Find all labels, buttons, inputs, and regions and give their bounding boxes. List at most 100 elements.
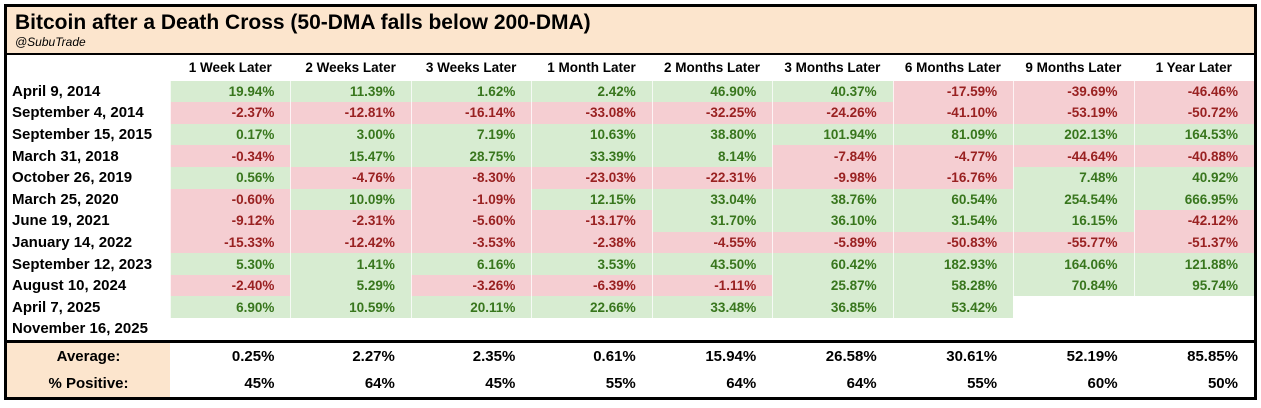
row-date-label: September 12, 2023 <box>7 253 170 275</box>
column-header: 9 Months Later <box>1025 60 1122 76</box>
value-cell: -12.81% <box>290 102 411 124</box>
pct-positive-value: 55% <box>892 369 1014 397</box>
value-cell: 33.48% <box>651 296 773 319</box>
value-cell: -50.83% <box>892 231 1014 254</box>
value-cell: 10.09% <box>290 188 411 211</box>
value-cell: 95.74% <box>1133 274 1254 297</box>
value-cell: 53.42% <box>892 296 1014 319</box>
pct-positive-value: 64% <box>772 369 893 397</box>
value-cell: -17.59% <box>892 80 1014 103</box>
value-cell: -4.76% <box>290 166 411 189</box>
value-cell: 6.16% <box>410 253 532 275</box>
value-cell: -4.55% <box>651 231 773 254</box>
value-cell: 182.93% <box>892 253 1014 275</box>
value-cell <box>290 318 411 340</box>
value-cell: 0.17% <box>170 123 291 146</box>
value-cell: 40.37% <box>772 80 893 103</box>
value-cell: 164.06% <box>1013 253 1134 275</box>
value-cell: -5.89% <box>772 231 893 254</box>
value-cell: 101.94% <box>772 123 893 146</box>
value-cell: -3.53% <box>410 231 532 254</box>
value-cell: -24.26% <box>772 102 893 124</box>
value-cell <box>410 318 532 340</box>
column-header: 2 Weeks Later <box>305 60 396 76</box>
average-row: Average: 0.25% 2.27% 2.35% 0.61% 15.94% 26.58… <box>7 342 1254 370</box>
row-date-label: January 14, 2022 <box>7 231 170 254</box>
value-cell: 1.41% <box>290 253 411 275</box>
value-cell: 3.53% <box>531 253 652 275</box>
row-date-label: April 9, 2014 <box>7 80 170 103</box>
value-cell: -12.42% <box>290 231 411 254</box>
pct-positive-value: 60% <box>1013 369 1134 397</box>
value-cell: -2.37% <box>170 102 291 124</box>
column-header: 3 Weeks Later <box>425 60 517 76</box>
value-cell: 20.11% <box>410 296 532 319</box>
value-cell: 5.30% <box>170 253 291 275</box>
value-cell: -16.76% <box>892 166 1014 189</box>
value-cell <box>651 318 773 340</box>
value-cell: -4.77% <box>892 145 1014 167</box>
value-cell: -9.98% <box>772 166 893 189</box>
value-cell: 81.09% <box>892 123 1014 146</box>
average-value: 30.61% <box>892 342 1014 370</box>
value-cell: -32.25% <box>651 102 773 124</box>
value-cell: 25.87% <box>772 274 893 297</box>
value-cell: 11.39% <box>290 80 411 103</box>
value-cell: 46.90% <box>651 80 773 103</box>
value-cell: 15.47% <box>290 145 411 167</box>
value-cell: -16.14% <box>410 102 532 124</box>
pct-positive-value: 45% <box>170 369 291 397</box>
value-cell: 22.66% <box>531 296 652 319</box>
value-cell: -41.10% <box>892 102 1014 124</box>
column-header: 2 Months Later <box>663 60 760 76</box>
value-cell: 36.10% <box>772 210 893 232</box>
value-cell: -8.30% <box>410 166 532 189</box>
row-date-label: October 26, 2019 <box>7 166 170 189</box>
value-cell: 12.15% <box>531 188 652 211</box>
value-cell: 43.50% <box>651 253 773 275</box>
value-cell: -1.09% <box>410 188 532 211</box>
value-cell: -23.03% <box>531 166 652 189</box>
row-date-label: September 4, 2014 <box>7 102 170 124</box>
value-cell: 19.94% <box>170 80 291 103</box>
value-cell: 6.90% <box>170 296 291 319</box>
value-cell: -15.33% <box>170 231 291 254</box>
value-cell: -40.88% <box>1133 145 1254 167</box>
value-cell: -2.38% <box>531 231 652 254</box>
value-cell: -39.69% <box>1013 80 1134 103</box>
value-cell: 31.70% <box>651 210 773 232</box>
value-cell: 7.48% <box>1013 166 1134 189</box>
value-cell <box>892 318 1014 340</box>
value-cell <box>1013 296 1134 319</box>
value-cell: 36.85% <box>772 296 893 319</box>
value-cell: 10.63% <box>531 123 652 146</box>
value-cell <box>772 318 893 340</box>
average-value: 85.85% <box>1133 342 1254 370</box>
pct-positive-value: 45% <box>410 369 532 397</box>
value-cell: 10.59% <box>290 296 411 319</box>
pct-positive-value: 64% <box>290 369 411 397</box>
value-cell: 5.29% <box>290 274 411 297</box>
value-cell: 164.53% <box>1133 123 1254 146</box>
column-header: 1 Month Later <box>547 60 636 76</box>
value-cell: 58.28% <box>892 274 1014 297</box>
row-date-label: September 15, 2015 <box>7 123 170 146</box>
pct-positive-row: % Positive: 45% 64% 45% 55% 64% 64% 55% 60% 50% <box>7 369 1254 397</box>
value-cell: -2.40% <box>170 274 291 297</box>
value-cell: 202.13% <box>1013 123 1134 146</box>
row-date-label: March 31, 2018 <box>7 145 170 167</box>
value-cell: 254.54% <box>1013 188 1134 211</box>
column-header: 6 Months Later <box>904 60 1001 76</box>
row-date-label: March 25, 2020 <box>7 188 170 211</box>
value-cell <box>170 318 291 340</box>
value-cell: -42.12% <box>1133 210 1254 232</box>
pct-positive-value: 64% <box>651 369 773 397</box>
table-body: April 9, 2014 19.94% 11.39% 1.62% 2.42% 46.90… <box>7 80 1254 340</box>
value-cell: 31.54% <box>892 210 1014 232</box>
average-value: 15.94% <box>651 342 773 370</box>
value-cell <box>531 318 652 340</box>
pct-positive-value: 55% <box>531 369 652 397</box>
value-cell: 33.04% <box>651 188 773 211</box>
average-value: 26.58% <box>772 342 893 370</box>
column-header-row: 1 Week Later 2 Weeks Later 3 Weeks Later 1 … <box>7 54 1254 81</box>
